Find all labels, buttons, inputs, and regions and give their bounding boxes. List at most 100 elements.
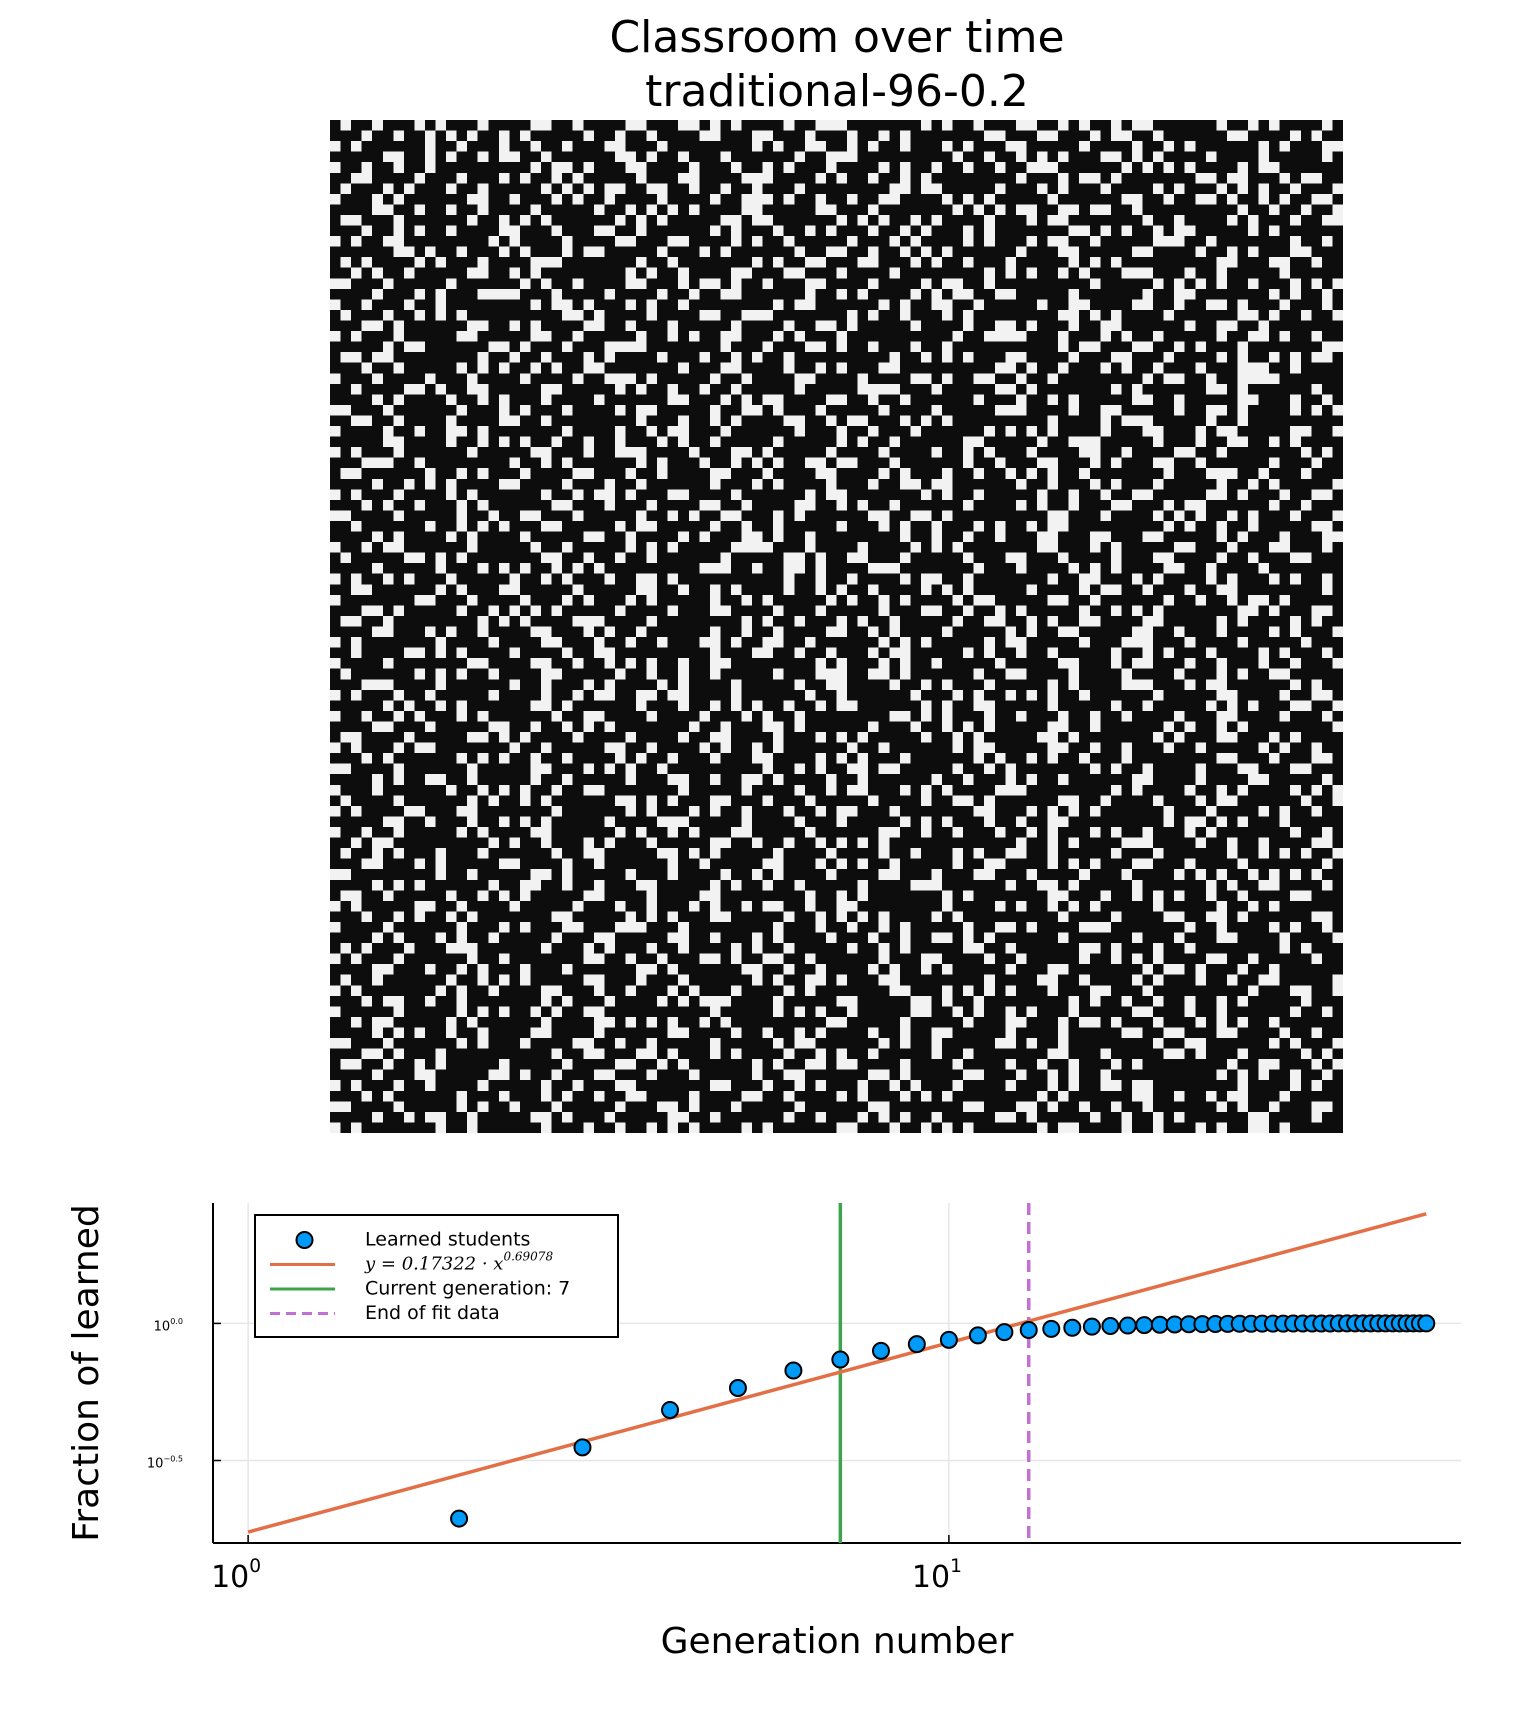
heatmap-row (351, 584, 1333, 595)
heatmap-row (382, 151, 1333, 163)
heatmap-row (372, 394, 1333, 405)
heatmap-row (361, 605, 1333, 616)
legend-marker (295, 1231, 314, 1249)
heatmap-row (372, 478, 1344, 490)
y-tick-label-exponent: 0.0 (170, 1317, 183, 1326)
data-point (968, 1326, 987, 1345)
data-point (1101, 1317, 1120, 1336)
heatmap-row (330, 373, 1280, 384)
heatmap-row (351, 1016, 1280, 1028)
x-tick-label-exponent: 0 (249, 1556, 261, 1577)
data-point (1135, 1316, 1154, 1335)
y-tick-label: 10−0.5 (147, 1454, 183, 1471)
data-point (728, 1379, 747, 1398)
y-tick-label: 100.0 (154, 1317, 183, 1334)
heatmap-row (361, 1048, 1333, 1060)
heatmap-row (330, 900, 1280, 912)
heatmap-row (330, 594, 1291, 606)
heatmap-row (330, 1101, 1333, 1112)
heatmap-row (382, 341, 1344, 353)
heatmap-row (340, 309, 1344, 321)
heatmap-row (330, 331, 1322, 342)
heatmap-row (372, 288, 1333, 300)
heatmap-row (372, 1027, 1322, 1039)
heatmap-row (330, 141, 1344, 152)
heatmap-row (372, 531, 1344, 543)
title: Classroom over time (609, 12, 1064, 63)
heatmap-row (382, 700, 1344, 711)
legend-box (254, 1214, 619, 1338)
data-point (573, 1438, 592, 1457)
heatmap-row (340, 1059, 1344, 1070)
legend-label: Current generation: 7 (365, 1278, 570, 1300)
heatmap-row (330, 985, 1344, 996)
heatmap-row (330, 447, 1333, 458)
heatmap-row (340, 552, 1312, 564)
heatmap-row (361, 362, 1301, 374)
heatmap-row (372, 964, 1280, 975)
data-point (1063, 1318, 1082, 1337)
heatmap-row (340, 468, 1312, 479)
heatmap-row (330, 710, 1333, 722)
heatmap-row (340, 257, 1322, 268)
heatmap-row (340, 352, 1333, 363)
heatmap-row (340, 183, 1344, 194)
heatmap-row (330, 573, 1333, 585)
heatmap-row (351, 837, 1333, 849)
subtitle: traditional-96-0.2 (645, 66, 1029, 117)
heatmap-row (330, 542, 1333, 553)
legend-label: y = 0.17322 · x0.69078 (364, 1249, 553, 1275)
heatmap-row (340, 795, 1344, 806)
heatmap-row (372, 1111, 1322, 1123)
heatmap-row (340, 974, 1344, 986)
heatmap-row (361, 679, 1322, 690)
heatmap-row (330, 953, 1322, 965)
x-tick-label: 100 (211, 1556, 261, 1595)
heatmap-row (361, 858, 1333, 870)
heatmap-row (330, 299, 1333, 310)
data-point (907, 1335, 926, 1354)
x-tick-label-exponent: 1 (950, 1556, 962, 1577)
heatmap-row (330, 658, 1344, 669)
data-point (784, 1361, 803, 1380)
heatmap-row (330, 805, 1322, 817)
heatmap-row (330, 1038, 1344, 1049)
data-point (661, 1401, 680, 1420)
data-point (1042, 1319, 1061, 1338)
y-tick-label-base: 10 (154, 1319, 171, 1334)
heatmap-row (351, 520, 1333, 532)
data-point (450, 1509, 469, 1528)
heatmap-row (340, 214, 1344, 226)
heatmap-row (361, 753, 1333, 764)
data-point (1417, 1314, 1436, 1333)
heatmap-row (382, 436, 1301, 448)
y-tick-label-base: 10 (147, 1456, 164, 1471)
heatmap-row (372, 563, 1270, 574)
data-point (871, 1341, 890, 1360)
data-point (939, 1330, 958, 1349)
heatmap-row (351, 383, 1322, 395)
legend-label-text: y = 0.17322 · x (364, 1254, 503, 1275)
data-point (1082, 1317, 1101, 1336)
heatmap-row (340, 615, 1322, 627)
heatmap-row (340, 848, 1344, 859)
heatmap-row (361, 225, 1280, 237)
heatmap-row (330, 784, 1344, 796)
heatmap-row (361, 995, 1312, 1007)
legend-label-exponent: 0.69078 (503, 1249, 553, 1263)
heatmap-row (340, 732, 1301, 743)
heatmap-row (330, 510, 1344, 521)
data-point (1118, 1316, 1137, 1335)
heatmap-row (330, 193, 1333, 205)
heatmap-row (330, 826, 1333, 838)
heatmap-row (330, 921, 1333, 933)
heatmap-row (340, 890, 1312, 901)
heatmap-row (330, 869, 1322, 880)
heatmap-row (330, 1080, 1322, 1091)
heatmap-row (340, 120, 1333, 131)
heatmap-row (330, 489, 1333, 500)
heatmap-row (330, 404, 1344, 416)
heatmap-row (372, 1069, 1333, 1081)
legend-label: End of fit data (365, 1302, 500, 1324)
